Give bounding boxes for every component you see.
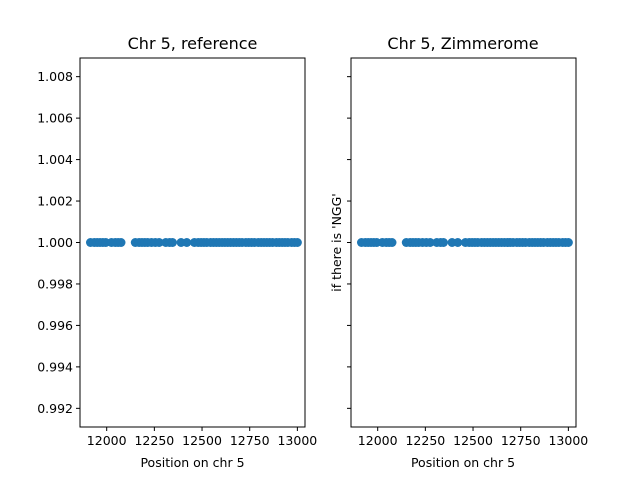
subplot-reference: Chr 5, reference 12000 12250 12500 12750 130… [37,34,317,470]
y-axis-label: if there is 'NGG' [329,193,344,291]
data-point [453,238,463,247]
y-tick-label: 0.998 [37,276,73,291]
y-tick-label: 1.008 [37,69,73,84]
x-axis-label: Position on chr 5 [140,455,244,470]
y-tick-label: 0.994 [37,359,73,374]
y-tick-label: 0.996 [37,318,73,333]
subplot-zimmerome: Chr 5, Zimmerome 12000 12250 12500 12750 130… [329,34,588,470]
chart-title: Chr 5, Zimmerome [387,34,538,53]
x-tick-label: 13000 [548,433,588,448]
x-tick-label: 12750 [230,433,270,448]
y-tick-label: 1.006 [37,111,73,126]
y-tick-label: 0.992 [37,401,73,416]
chart-title: Chr 5, reference [128,34,258,53]
x-tick-label: 12000 [358,433,398,448]
data-point [116,238,126,247]
plot-frame [350,57,577,428]
x-axis-ticks: 12000 12250 12500 12750 13000 [358,427,588,448]
x-tick-label: 12500 [182,433,222,448]
data-point [167,238,177,247]
x-tick-label: 12000 [87,433,127,448]
data-point [425,238,435,247]
x-tick-label: 12250 [405,433,445,448]
data-point [182,238,192,247]
data-point [387,238,397,247]
y-axis-ticks: 0.992 0.994 0.996 0.998 1.000 1.002 1.004 1.006… [37,69,80,416]
x-axis-label: Position on chr 5 [411,455,515,470]
data-point [563,238,573,247]
x-tick-label: 12250 [134,433,174,448]
x-tick-label: 13000 [277,433,317,448]
data-point [154,238,164,247]
plot-frame [79,57,306,428]
scatter-points [356,238,573,247]
x-tick-label: 12750 [501,433,541,448]
y-axis-ticks [347,76,351,409]
x-axis-ticks: 12000 12250 12500 12750 13000 [87,427,317,448]
y-tick-label: 1.004 [37,152,73,167]
scatter-points [85,238,302,247]
data-point [438,238,448,247]
y-tick-label: 1.000 [37,235,73,250]
y-tick-label: 1.002 [37,194,73,209]
data-point [292,238,302,247]
x-tick-label: 12500 [453,433,493,448]
